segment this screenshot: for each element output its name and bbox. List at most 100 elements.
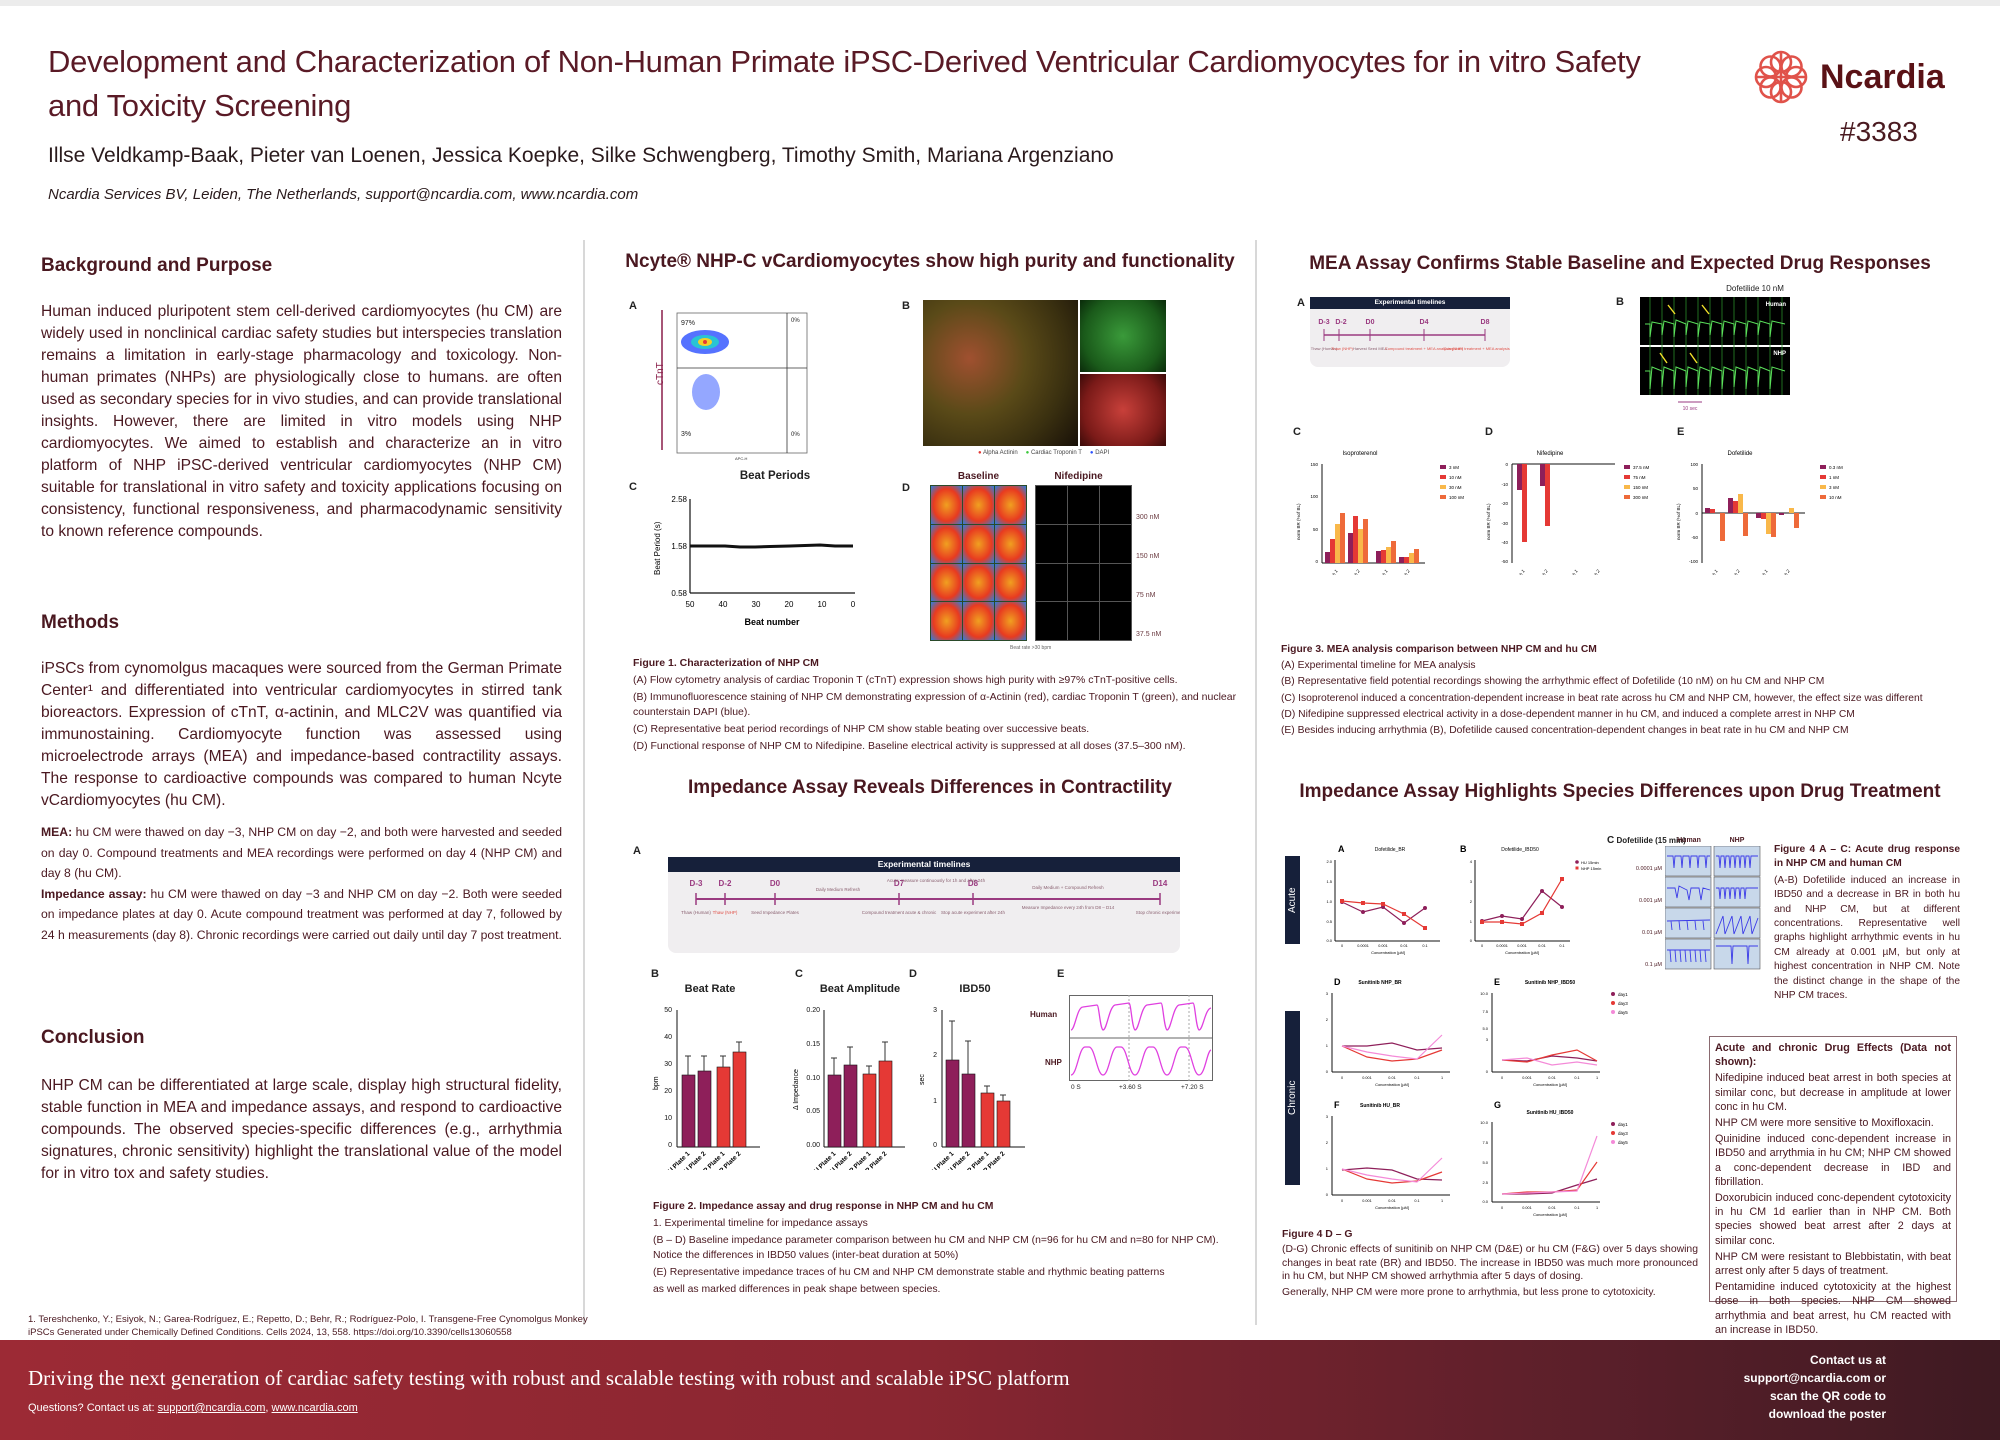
svg-text:0.001: 0.001 — [1378, 944, 1388, 948]
svg-text:norm BR (%of BL): norm BR (%of BL) — [1296, 503, 1301, 540]
svg-text:Seed Impedance Plates: Seed Impedance Plates — [751, 910, 800, 915]
svg-text:1: 1 — [1326, 1043, 1329, 1048]
email-link[interactable]: support@ncardia.com — [157, 1402, 266, 1414]
beat-rate-note: Beat rate >30 bpm — [1010, 645, 1052, 651]
beat-xlabel: Beat number — [744, 617, 800, 627]
nifedipine-heatmap — [1035, 485, 1132, 641]
svg-text:1.0: 1.0 — [1326, 899, 1332, 904]
website-link[interactable]: www.ncardia.com — [271, 1402, 358, 1414]
mea-method: MEA: hu CM were thawed on day −3, NHP CM… — [41, 822, 562, 884]
svg-text:1: 1 — [1596, 1206, 1598, 1210]
svg-text:0: 0 — [1326, 1069, 1329, 1074]
panel-label-d: D — [909, 968, 917, 980]
svg-text:0: 0 — [1315, 559, 1318, 564]
panel-label-b: B — [902, 300, 910, 312]
svg-text:3 nM: 3 nM — [1829, 485, 1839, 490]
svg-text:2: 2 — [1470, 899, 1473, 904]
svg-text:Sunitinib HU_BR: Sunitinib HU_BR — [1360, 1103, 1400, 1109]
panel-label-b: B — [1616, 296, 1624, 308]
svg-text:-100: -100 — [1689, 559, 1699, 564]
svg-text:2: 2 — [933, 1052, 937, 1059]
svg-text:0.0001: 0.0001 — [1496, 944, 1508, 948]
svg-text:Concentration [µM]: Concentration [µM] — [1505, 950, 1539, 955]
authors: Illse Veldkamp-Baak, Pieter van Loenen, … — [48, 144, 1114, 167]
if-red-image — [1080, 374, 1166, 446]
svg-text:0.001: 0.001 — [1522, 1206, 1532, 1210]
svg-text:37.5 nM: 37.5 nM — [1633, 465, 1650, 470]
svg-text:Compound treatment + MEA analy: Compound treatment + MEA analysis (Human… — [1444, 346, 1510, 351]
svg-text:0: 0 — [1341, 1199, 1343, 1203]
svg-text:2.5: 2.5 — [1482, 1180, 1488, 1185]
svg-text:30: 30 — [752, 600, 761, 609]
svg-text:sec: sec — [919, 1074, 926, 1085]
svg-text:NHP Batch 1: NHP Batch 1 — [1750, 568, 1769, 575]
svg-text:Daily Medium + Compound Refres: Daily Medium + Compound Refresh — [1032, 885, 1104, 890]
flow-ylabel: cTnT — [655, 362, 666, 385]
svg-text:D8: D8 — [1481, 319, 1490, 326]
svg-text:5.0: 5.0 — [1482, 1160, 1488, 1165]
svg-text:0: 0 — [1341, 944, 1343, 948]
legend-alpha-actinin: ● Alpha Actinin — [978, 450, 1018, 456]
svg-text:day1: day1 — [1618, 992, 1628, 997]
svg-text:D0: D0 — [1366, 319, 1375, 326]
footer-contact-right: Contact us at support@ncardia.com or sca… — [1743, 1353, 1886, 1421]
svg-text:day5: day5 — [1618, 1140, 1628, 1145]
svg-text:NHP Batch 2: NHP Batch 2 — [1582, 568, 1601, 575]
field-potential-traces: Human NHP 10 sec — [1640, 297, 1790, 412]
svg-text:0.5: 0.5 — [1326, 919, 1332, 924]
quadrant-ur: 0% — [791, 318, 800, 324]
fig1-caption: Figure 1. Characterization of NHP CM (A)… — [633, 657, 1237, 752]
svg-text:D-3: D-3 — [690, 879, 703, 888]
svg-text:G: G — [1494, 1100, 1501, 1110]
logo-text: Ncardia — [1820, 57, 1945, 96]
svg-text:HU Batch 1: HU Batch 1 — [1322, 568, 1340, 575]
svg-text:0: 0 — [1695, 511, 1698, 516]
conclusion-text: NHP CM can be differentiated at large sc… — [41, 1077, 562, 1182]
svg-text:Harvest Seed MEA: Harvest Seed MEA — [1353, 346, 1387, 351]
svg-text:-10: -10 — [1501, 482, 1508, 487]
poster-number: #3383 — [1840, 116, 1918, 147]
svg-text:50: 50 — [686, 600, 695, 609]
svg-text:0: 0 — [851, 600, 856, 609]
reference: 1. Tereshchenko, Y.; Esiyok, N.; Garea-R… — [28, 1314, 588, 1338]
sunitinib-nhp-ibd50-chart: E Sunitinib NHP_IBD50 10.0 7.5 5.0 3 0 0 0.00… — [1480, 977, 1628, 1087]
trace-label-human: Human — [1030, 1010, 1058, 1019]
svg-text:1: 1 — [933, 1098, 937, 1105]
svg-text:-50: -50 — [1501, 559, 1508, 564]
svg-text:D14: D14 — [1153, 879, 1168, 888]
svg-text:Concentration [µM]: Concentration [µM] — [1375, 1082, 1409, 1087]
panel-label-c: C — [629, 481, 637, 493]
svg-text:0.05: 0.05 — [806, 1108, 820, 1115]
svg-text:Stop chronic experiment: Stop chronic experiment — [1136, 910, 1180, 915]
svg-text:Concentration [µM]: Concentration [µM] — [1533, 1082, 1567, 1087]
isoproterenol-chart: Isoproterenol 150 100 50 0 norm BR (%of BL)… — [1296, 451, 1464, 575]
trace-label-nhp: NHP — [1045, 1058, 1062, 1067]
svg-text:Concentration [µM]: Concentration [µM] — [1371, 950, 1405, 955]
panel-label-c: C — [1293, 426, 1301, 438]
svg-text:Measure Impedance every 24h fr: Measure Impedance every 24h from D8 – D1… — [1022, 905, 1115, 910]
beat-periods-chart: 2.58 1.58 0.58 Beat Period (s) 50 40 30 … — [653, 495, 856, 627]
conclusion-heading: Conclusion — [41, 1027, 145, 1048]
quadrant-lr: 0% — [791, 432, 800, 438]
svg-text:0: 0 — [1501, 1076, 1503, 1080]
svg-text:0.01: 0.01 — [1388, 1199, 1395, 1203]
methods-text: iPSCs from cynomolgus macaques were sour… — [41, 660, 562, 809]
impedance-timeline — [668, 857, 1180, 953]
svg-text:0.001: 0.001 — [1522, 1076, 1532, 1080]
svg-text:Concentration [µM]: Concentration [µM] — [1533, 1212, 1567, 1217]
svg-text:0.1: 0.1 — [1574, 1206, 1579, 1210]
svg-text:D0: D0 — [770, 879, 781, 888]
svg-text:2: 2 — [1326, 1140, 1329, 1145]
svg-text:300 nM: 300 nM — [1633, 495, 1648, 500]
svg-text:1: 1 — [1326, 1166, 1329, 1171]
panel-label-b: B — [651, 968, 659, 980]
svg-text:2.58: 2.58 — [671, 495, 687, 504]
if-legend: ● Alpha Actinin ● Cardiac Troponin T ● D… — [978, 450, 1109, 456]
svg-text:0.1: 0.1 — [1559, 944, 1564, 948]
svg-text:3: 3 — [1486, 1037, 1489, 1042]
legend-ctnt: ● Cardiac Troponin T — [1025, 450, 1082, 456]
svg-text:1: 1 — [1441, 1199, 1443, 1203]
svg-text:0.01: 0.01 — [1538, 944, 1545, 948]
svg-text:3: 3 — [1326, 1114, 1329, 1119]
svg-text:150: 150 — [1310, 462, 1318, 467]
